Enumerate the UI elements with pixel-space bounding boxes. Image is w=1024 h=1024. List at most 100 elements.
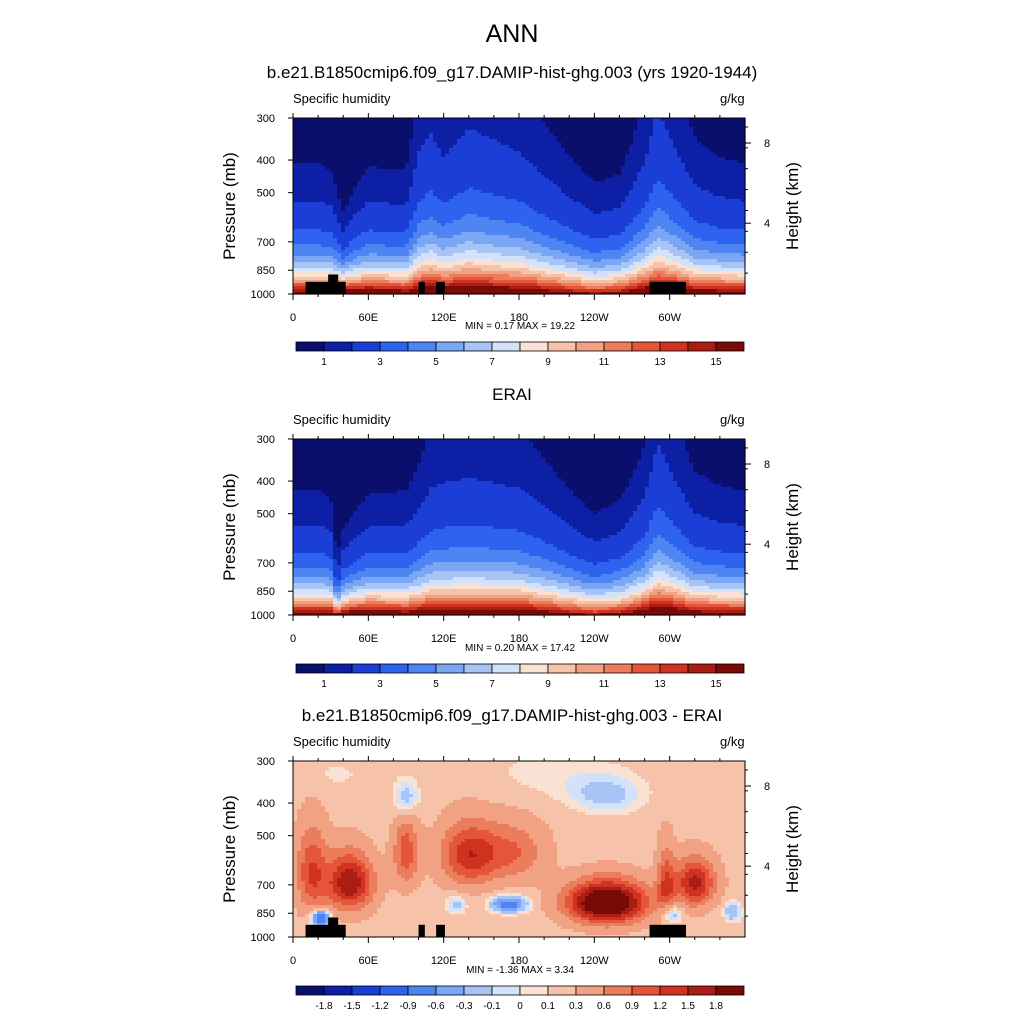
- contour-cell: [629, 520, 650, 524]
- contour-cell: [517, 872, 594, 876]
- contour-cell: [341, 610, 350, 614]
- contour-cell: [669, 250, 686, 254]
- contour-cell: [689, 118, 746, 122]
- contour-cell: [689, 905, 698, 909]
- contour-cell: [329, 568, 334, 572]
- contour-cell: [413, 860, 418, 864]
- contour-cell: [341, 583, 346, 587]
- contour-cell: [525, 905, 530, 909]
- contour-cell: [417, 250, 430, 254]
- contour-cell: [665, 271, 682, 275]
- contour-cell: [653, 911, 666, 915]
- contour-cell: [413, 253, 422, 257]
- contour-cell: [373, 914, 502, 918]
- contour-cell: [725, 869, 746, 873]
- contour-cell: [417, 845, 442, 849]
- contour-cell: [365, 887, 370, 891]
- contour-cell: [701, 238, 746, 242]
- contour-cell: [461, 268, 482, 272]
- contour-cell: [401, 785, 414, 789]
- contour-cell: [293, 613, 586, 616]
- contour-cell: [645, 256, 654, 260]
- contour-cell: [653, 133, 670, 137]
- contour-cell: [325, 839, 374, 843]
- contour-cell: [537, 280, 558, 284]
- contour-cell: [349, 595, 366, 599]
- contour-cell: [461, 896, 490, 900]
- contour-cell: [337, 884, 362, 888]
- contour-cell: [421, 788, 538, 792]
- contour-cell: [437, 884, 566, 888]
- contour-cell: [637, 773, 746, 777]
- contour-cell: [293, 217, 338, 221]
- contour-cell: [637, 172, 690, 176]
- contour-cell: [345, 523, 406, 527]
- contour-cell: [641, 538, 654, 542]
- panel-3-contour-field: [293, 761, 746, 938]
- contour-cell: [401, 836, 410, 840]
- contour-cell: [577, 899, 586, 903]
- contour-cell: [493, 869, 526, 873]
- contour-cell: [333, 571, 342, 575]
- contour-cell: [605, 592, 630, 596]
- contour-cell: [681, 881, 690, 885]
- contour-cell: [521, 487, 570, 491]
- contour-cell: [673, 908, 678, 912]
- contour-cell: [625, 229, 642, 233]
- contour-cell: [557, 851, 654, 855]
- contour-cell: [413, 803, 418, 807]
- contour-cell: [393, 800, 398, 804]
- colorbar-swatch: [715, 985, 745, 996]
- contour-cell: [637, 283, 650, 287]
- contour-cell: [365, 881, 370, 885]
- contour-cell: [629, 905, 638, 909]
- colorbar-label: 7: [489, 679, 495, 690]
- contour-cell: [421, 235, 438, 239]
- contour-cell: [409, 520, 566, 524]
- contour-cell: [425, 586, 530, 590]
- contour-cell: [401, 782, 410, 786]
- colorbar-label: 13: [654, 357, 666, 368]
- contour-cell: [305, 914, 310, 918]
- contour-cell: [549, 610, 570, 614]
- contour-cell: [349, 598, 366, 602]
- contour-cell: [649, 559, 674, 563]
- contour-cell: [413, 277, 422, 281]
- contour-cell: [325, 911, 330, 915]
- contour-cell: [677, 893, 682, 897]
- contour-cell: [665, 262, 682, 266]
- contour-cell: [441, 247, 446, 251]
- contour-cell: [453, 836, 502, 840]
- contour-cell: [293, 187, 338, 191]
- contour-cell: [293, 202, 326, 206]
- contour-cell: [645, 890, 658, 894]
- contour-cell: [325, 806, 398, 810]
- contour-cell: [293, 568, 330, 572]
- contour-cell: [541, 568, 574, 572]
- contour-cell: [581, 788, 626, 792]
- contour-cell: [477, 827, 518, 831]
- contour-cell: [293, 884, 298, 888]
- contour-cell: [581, 863, 634, 867]
- contour-cell: [629, 902, 638, 906]
- contour-cell: [401, 860, 414, 864]
- contour-cell: [533, 905, 542, 909]
- contour-cell: [585, 559, 610, 563]
- contour-cell: [617, 532, 646, 536]
- contour-cell: [669, 872, 686, 876]
- contour-cell: [409, 265, 414, 269]
- contour-cell: [633, 580, 646, 584]
- contour-cell: [409, 220, 422, 224]
- contour-cell: [689, 869, 702, 873]
- contour-cell: [493, 193, 566, 197]
- contour-cell: [573, 160, 626, 164]
- contour-cell: [669, 574, 686, 578]
- contour-cell: [673, 244, 690, 248]
- contour-cell: [413, 133, 430, 137]
- contour-cell: [417, 857, 442, 861]
- contour-cell: [421, 797, 462, 801]
- contour-cell: [333, 923, 558, 927]
- contour-cell: [469, 854, 478, 858]
- contour-cell: [433, 190, 466, 194]
- contour-cell: [293, 779, 334, 783]
